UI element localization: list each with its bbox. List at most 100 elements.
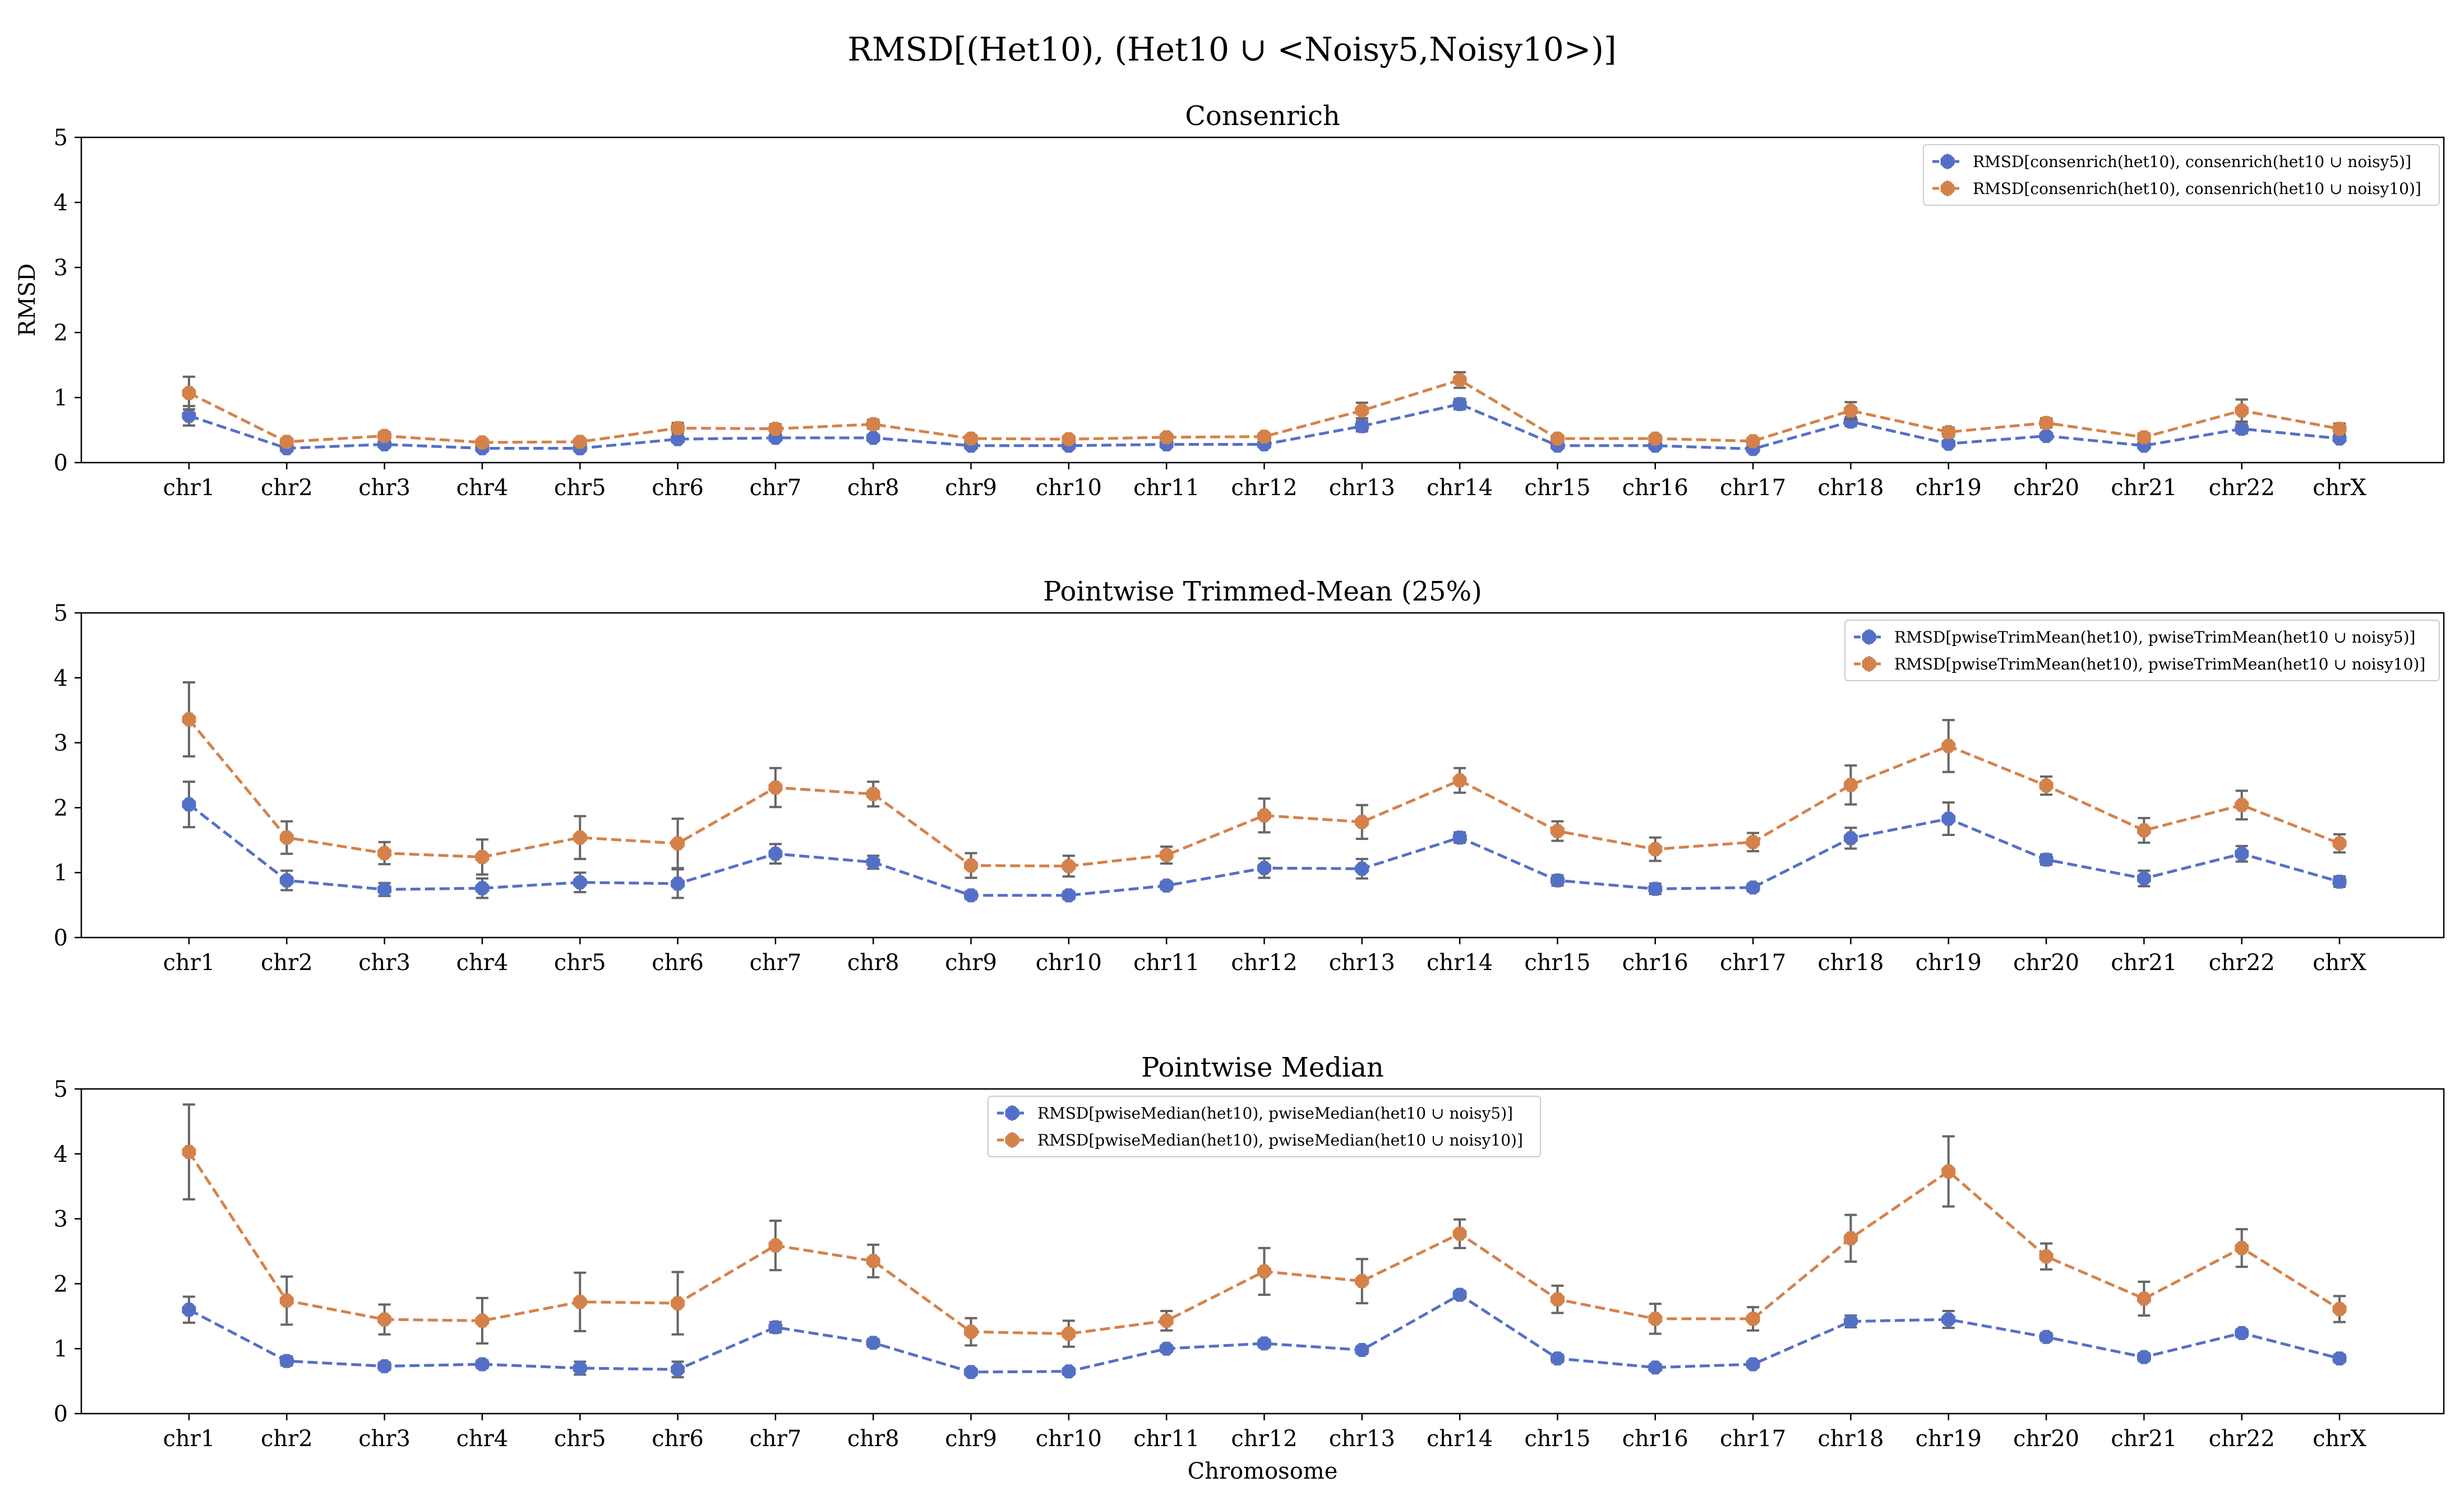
x-tick-label: chr12 <box>1231 1426 1297 1452</box>
data-point <box>1550 431 1565 446</box>
x-tick-label: chr11 <box>1133 950 1199 976</box>
data-point <box>1355 1343 1369 1357</box>
data-point <box>2332 1351 2347 1366</box>
data-point <box>1843 831 1858 846</box>
x-tick-label: chr2 <box>261 950 313 976</box>
panel-3: Pointwise Median 0 1 2 3 4 5 chr1 chr2 chr3 chr4 ch… <box>54 1052 2445 1484</box>
series-line <box>187 1151 2341 1336</box>
x-tick-label: chr8 <box>847 950 899 976</box>
x-tick-label: chrX <box>2313 475 2366 501</box>
data-point <box>964 1324 979 1339</box>
x-tick-label: chr18 <box>1817 1426 1884 1452</box>
legend: RMSD[pwiseTrimMean(het10), pwiseTrimMean… <box>1844 620 2440 681</box>
data-point <box>1355 403 1369 418</box>
data-point <box>1062 859 1076 874</box>
legend-label: RMSD[consenrich(het10), consenrich(het10… <box>1973 179 2421 198</box>
x-tick-label: chr22 <box>2209 475 2275 501</box>
x-tick-label: chr14 <box>1427 475 1493 501</box>
data-point <box>1843 1314 1858 1329</box>
x-tick-label: chr9 <box>945 475 997 501</box>
data-point <box>1452 1226 1467 1241</box>
x-tick-label: chr8 <box>847 475 899 501</box>
data-point <box>1843 1231 1858 1245</box>
x-tick-label: chr15 <box>1524 475 1590 501</box>
panels: Consenrich 0 1 2 3 4 5 chr1 chr2 chr3 chr4 chr5 chr6… <box>15 100 2445 1484</box>
legend-entry: RMSD[pwiseMedian(het10), pwiseMedian(het… <box>997 1131 1523 1149</box>
data-point <box>964 888 979 903</box>
legend-entry: RMSD[consenrich(het10), consenrich(het10… <box>1932 179 2421 198</box>
data-point <box>768 1320 783 1335</box>
x-tick-label: chr21 <box>2111 950 2177 976</box>
x-tick-label: chr18 <box>1817 475 1884 501</box>
data-point <box>671 421 685 435</box>
data-point <box>2235 422 2249 436</box>
data-point <box>1941 425 1956 439</box>
x-tick-label: chr8 <box>847 1426 899 1452</box>
x-tick-label: chr10 <box>1036 475 1102 501</box>
legend-label: RMSD[consenrich(het10), consenrich(het10… <box>1973 153 2411 171</box>
x-tick-label: chr2 <box>261 475 313 501</box>
data-point <box>1257 1264 1271 1278</box>
data-point <box>671 836 685 851</box>
legend-entry: RMSD[pwiseTrimMean(het10), pwiseTrimMean… <box>1854 655 2425 673</box>
data-point <box>964 858 979 872</box>
data-point <box>1648 881 1663 896</box>
x-tick-label: chr17 <box>1720 475 1786 501</box>
y-tick-label: 2 <box>54 795 68 821</box>
x-tick-label: chr2 <box>261 1426 313 1452</box>
data-point <box>671 432 685 446</box>
y-tick-label: 5 <box>54 125 68 151</box>
data-point <box>1550 873 1565 888</box>
legend: RMSD[consenrich(het10), consenrich(het10… <box>1923 144 2440 206</box>
panel-1: Consenrich 0 1 2 3 4 5 chr1 chr2 chr3 chr4 chr5 chr6… <box>15 100 2445 501</box>
x-tick-label: chr20 <box>2013 1426 2079 1452</box>
x-tick-label: chr13 <box>1329 1426 1395 1452</box>
x-tick-label: chr3 <box>358 475 410 501</box>
x-tick-label: chr18 <box>1817 950 1884 976</box>
legend-entry: RMSD[pwiseTrimMean(het10), pwiseTrimMean… <box>1854 628 2415 647</box>
data-point <box>1843 403 1858 418</box>
legend-entry: RMSD[pwiseMedian(het10), pwiseMedian(het… <box>997 1104 1513 1123</box>
y-tick-label: 4 <box>54 1142 68 1167</box>
panel-title: Pointwise Median <box>1141 1052 1384 1083</box>
data-point <box>1062 1327 1076 1341</box>
data-point <box>2137 871 2151 886</box>
plot-frame <box>80 1088 2445 1415</box>
x-tick-label: chr19 <box>1916 950 1982 976</box>
x-tick-label: chr5 <box>554 475 606 501</box>
data-point <box>475 435 490 450</box>
x-tick-label: chr19 <box>1916 1426 1982 1452</box>
data-point <box>1159 1313 1174 1328</box>
data-point <box>377 846 392 860</box>
legend-box <box>1923 144 2440 206</box>
x-tick-label: chr15 <box>1524 1426 1590 1452</box>
x-tick-label: chr16 <box>1622 1426 1688 1452</box>
data-point <box>768 1238 783 1253</box>
legend-marker <box>1940 181 1955 196</box>
y-tick-label: 2 <box>54 320 68 346</box>
data-point <box>1648 1360 1663 1375</box>
data-point <box>1648 431 1663 446</box>
data-point <box>1550 1292 1565 1307</box>
x-tick-label: chr20 <box>2013 475 2079 501</box>
data-point <box>1257 808 1271 823</box>
data-point <box>2039 1329 2054 1344</box>
series-2 <box>182 681 2347 879</box>
data-point <box>1648 1312 1663 1326</box>
figure-suptitle: RMSD[(Het10), (Het10 ∪ <Noisy5,Noisy10>)… <box>847 30 1616 68</box>
data-point <box>279 435 294 449</box>
x-tick-label: chr19 <box>1916 475 1982 501</box>
data-point <box>1062 432 1076 446</box>
plot-frame <box>80 612 2445 939</box>
data-point <box>2235 847 2249 861</box>
y-tick-label: 3 <box>54 255 68 281</box>
data-point <box>1062 888 1076 903</box>
data-point <box>2039 428 2054 443</box>
data-point <box>671 1296 685 1310</box>
data-point <box>1355 861 1369 876</box>
legend-marker <box>1005 1106 1019 1120</box>
y-tick-label: 1 <box>54 1336 68 1362</box>
series-1 <box>182 781 2347 903</box>
data-point <box>182 386 196 400</box>
